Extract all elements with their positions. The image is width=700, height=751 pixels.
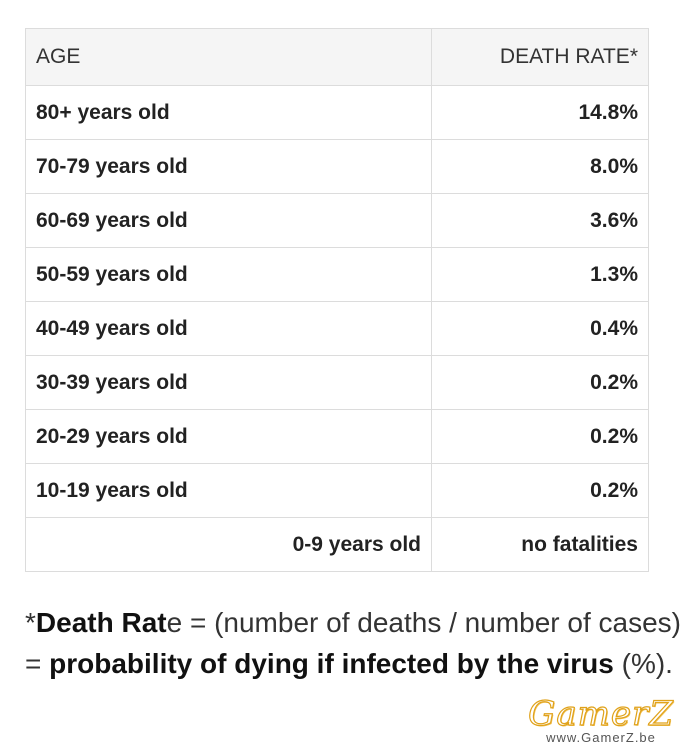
gamerz-watermark: GamerZ www.GamerZ.be — [516, 694, 686, 745]
age-cell: 0-9 years old — [25, 517, 432, 572]
table-row: 50-59 years old 1.3% — [25, 247, 649, 302]
rate-cell: 0.2% — [431, 355, 649, 410]
footnote-suffix: (%). — [613, 648, 673, 679]
rate-cell: 0.2% — [431, 409, 649, 464]
age-cell: 20-29 years old — [25, 409, 432, 464]
footnote-emphasis: probability of dying if infected by the … — [49, 648, 614, 679]
death-rate-table: AGE DEATH RATE* 80+ years old 14.8% 70-7… — [25, 28, 649, 572]
table-row: 70-79 years old 8.0% — [25, 139, 649, 194]
footnote-star: * — [25, 607, 36, 638]
age-cell: 30-39 years old — [25, 355, 432, 410]
age-cell: 10-19 years old — [25, 463, 432, 518]
header-age: AGE — [25, 28, 432, 86]
rate-cell: 8.0% — [431, 139, 649, 194]
watermark-url: www.GamerZ.be — [546, 730, 656, 745]
rate-cell: 0.2% — [431, 463, 649, 518]
watermark-logo: GamerZ — [528, 694, 674, 734]
header-death-rate: DEATH RATE* — [431, 28, 649, 86]
table-row: 0-9 years old no fatalities — [25, 517, 649, 572]
death-rate-definition: *Death Rate = (number of deaths / number… — [25, 602, 695, 684]
footnote-term-bold: Death Rat — [35, 607, 167, 638]
age-cell: 40-49 years old — [25, 301, 432, 356]
table-row: 10-19 years old 0.2% — [25, 463, 649, 518]
footnote-term-rest: e = (number of deaths / number of cases)… — [25, 607, 681, 679]
rate-cell: 14.8% — [431, 85, 649, 140]
age-cell: 70-79 years old — [25, 139, 432, 194]
rate-cell: 3.6% — [431, 193, 649, 248]
table-row: 20-29 years old 0.2% — [25, 409, 649, 464]
table-row: 30-39 years old 0.2% — [25, 355, 649, 410]
rate-cell: no fatalities — [431, 517, 649, 572]
table-row: 40-49 years old 0.4% — [25, 301, 649, 356]
rate-cell: 0.4% — [431, 301, 649, 356]
age-cell: 60-69 years old — [25, 193, 432, 248]
age-cell: 50-59 years old — [25, 247, 432, 302]
table-row: 80+ years old 14.8% — [25, 85, 649, 140]
age-cell: 80+ years old — [25, 85, 432, 140]
table-header-row: AGE DEATH RATE* — [25, 28, 649, 86]
rate-cell: 1.3% — [431, 247, 649, 302]
table-row: 60-69 years old 3.6% — [25, 193, 649, 248]
